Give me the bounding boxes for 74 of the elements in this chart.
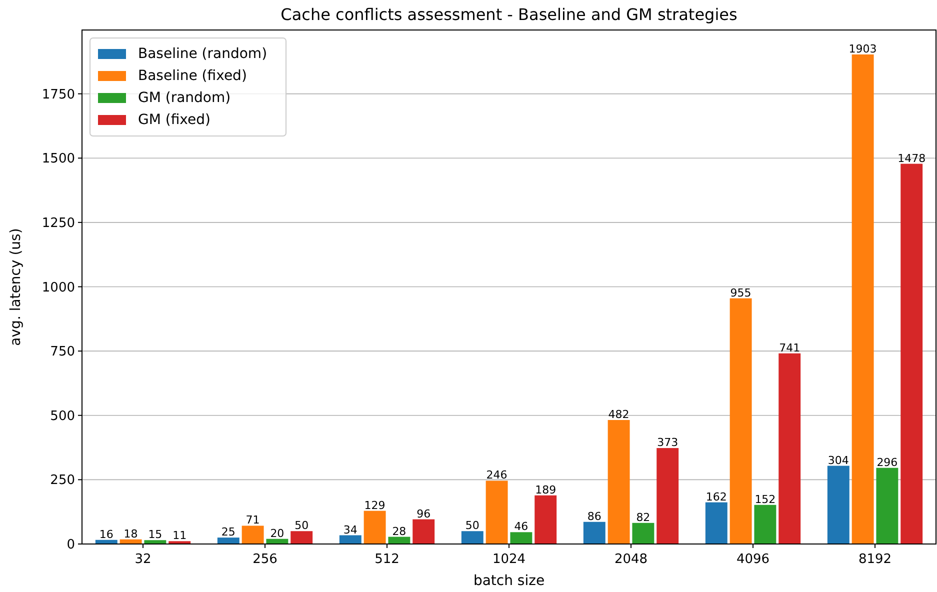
data-label: 18 — [124, 527, 138, 540]
bar — [778, 353, 801, 544]
bar — [486, 480, 508, 544]
x-tick-label: 32 — [134, 552, 152, 567]
bar — [705, 502, 728, 544]
data-label: 50 — [294, 519, 309, 532]
x-tick-label: 8192 — [858, 552, 892, 567]
y-tick-label: 250 — [50, 473, 75, 488]
x-tick-label: 4096 — [736, 552, 770, 567]
bar — [583, 522, 606, 544]
data-label: 304 — [828, 454, 849, 467]
data-label: 28 — [392, 524, 406, 538]
y-tick-label: 1750 — [42, 87, 75, 102]
bar — [217, 538, 240, 544]
legend-label: Baseline (random) — [138, 46, 268, 62]
x-tick-label: 1024 — [492, 552, 526, 567]
x-tick-label: 256 — [252, 552, 278, 567]
data-label: 15 — [148, 528, 162, 542]
bar — [144, 540, 166, 544]
bar — [754, 504, 776, 544]
y-tick-label: 1250 — [42, 216, 75, 231]
bar — [852, 54, 874, 544]
x-tick-label: 2048 — [614, 552, 648, 567]
data-label: 11 — [172, 529, 187, 542]
chart-title: Cache conflicts assessment - Baseline and GM strategies — [280, 5, 738, 24]
data-label: 86 — [587, 510, 602, 523]
y-tick-label: 0 — [66, 538, 75, 553]
data-label: 34 — [343, 523, 358, 536]
y-tick-label: 500 — [50, 408, 75, 424]
bar — [827, 466, 850, 544]
data-label: 373 — [657, 436, 678, 450]
y-tick-label: 1500 — [42, 152, 75, 167]
bar — [461, 531, 484, 544]
data-label: 482 — [608, 408, 630, 421]
x-tick-label: 512 — [374, 552, 400, 567]
bar — [364, 510, 386, 544]
bar — [900, 164, 923, 544]
bar — [608, 420, 630, 544]
data-label: 82 — [636, 510, 650, 524]
data-label: 46 — [514, 520, 528, 534]
bar — [510, 532, 532, 544]
data-label: 189 — [535, 483, 556, 496]
data-label: 955 — [730, 286, 752, 300]
bar — [290, 531, 313, 544]
bar — [876, 468, 898, 544]
data-label: 741 — [779, 341, 800, 354]
y-axis-title: avg. latency (us) — [8, 228, 24, 346]
bar — [632, 522, 654, 544]
bar — [339, 535, 362, 544]
data-label: 162 — [706, 490, 727, 504]
data-label: 129 — [364, 498, 386, 512]
y-tick-label: 750 — [50, 344, 75, 360]
data-label: 1478 — [898, 152, 926, 165]
bar — [388, 536, 410, 544]
bar — [534, 495, 557, 544]
data-label: 71 — [246, 514, 260, 527]
legend-label: GM (fixed) — [138, 112, 210, 128]
data-label: 25 — [221, 526, 236, 539]
data-label: 20 — [270, 526, 284, 540]
data-label: 16 — [99, 528, 114, 541]
data-label: 296 — [876, 456, 898, 469]
bar — [242, 526, 264, 544]
bar — [412, 519, 435, 544]
data-label: 96 — [416, 507, 431, 520]
data-label: 50 — [465, 519, 480, 532]
bar — [656, 448, 679, 544]
data-label: 246 — [486, 468, 508, 482]
y-tick-label: 1000 — [42, 280, 75, 296]
legend-label: Baseline (fixed) — [138, 68, 247, 84]
data-label: 152 — [754, 492, 776, 506]
bar — [730, 298, 752, 544]
data-label: 1903 — [848, 42, 877, 56]
x-axis-title: batch size — [473, 573, 545, 589]
legend-label: GM (random) — [138, 90, 231, 106]
